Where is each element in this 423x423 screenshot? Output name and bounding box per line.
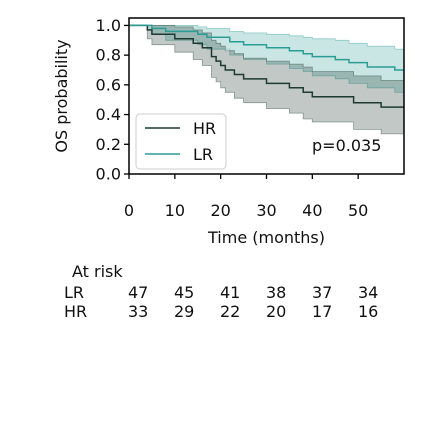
at-risk-title: At risk: [72, 262, 123, 281]
at-risk-count: 22: [220, 302, 241, 321]
x-tick-label: 30: [256, 201, 276, 220]
axes: 0.0 0.2 0.4 0.6 0.8 1.0 0 10 20 30 40 50 Time (month…: [52, 16, 405, 247]
at-risk-row-lr: LR 47 45 41 38 37 34: [64, 283, 384, 303]
at-risk-count: 29: [174, 302, 195, 321]
survival-curve-lr: [129, 24, 404, 71]
survival-curve-hr: [129, 24, 404, 108]
at-risk-count: 37: [312, 283, 333, 302]
y-tick-label: 0.6: [96, 75, 121, 94]
at-risk-count: 16: [358, 302, 379, 321]
p-value-annotation: p=0.035: [312, 136, 381, 155]
x-tick-label: 20: [210, 201, 230, 220]
at-risk-row-label: LR: [64, 283, 85, 302]
at-risk-row-label: HR: [64, 302, 88, 321]
x-tick-label: 50: [348, 201, 368, 220]
survival-curves: [129, 24, 404, 108]
y-tick-label: 0.4: [96, 105, 121, 124]
x-tick-label: 10: [165, 201, 185, 220]
y-tick-label: 0.8: [96, 46, 121, 65]
at-risk-count: 34: [358, 283, 379, 302]
at-risk-count: 20: [266, 302, 287, 321]
y-tick-label: 0.2: [96, 135, 121, 154]
legend-label-lr: LR: [193, 145, 213, 164]
km-chart: 0.0 0.2 0.4 0.6 0.8 1.0 0 10 20 30 40 50 Time (month…: [52, 16, 405, 247]
at-risk-count: 17: [312, 302, 333, 321]
ci-band-lr: [129, 25, 405, 93]
y-axis-label: OS probability: [52, 39, 71, 152]
at-risk-count: 33: [128, 302, 149, 321]
legend-label-hr: HR: [193, 119, 216, 138]
at-risk-count: 45: [174, 283, 195, 302]
legend: HR LR: [135, 113, 227, 170]
x-tick-label: 40: [302, 201, 322, 220]
at-risk-count: 38: [266, 283, 287, 302]
at-risk-row-hr: HR 33 29 22 20 17 16: [64, 302, 384, 322]
x-tick-label: 0: [124, 201, 134, 220]
at-risk-count: 47: [128, 283, 149, 302]
y-tick-label: 0.0: [96, 165, 121, 184]
y-tick-label: 1.0: [96, 16, 121, 35]
x-axis-label: Time (months): [207, 228, 325, 247]
at-risk-count: 41: [220, 283, 241, 302]
